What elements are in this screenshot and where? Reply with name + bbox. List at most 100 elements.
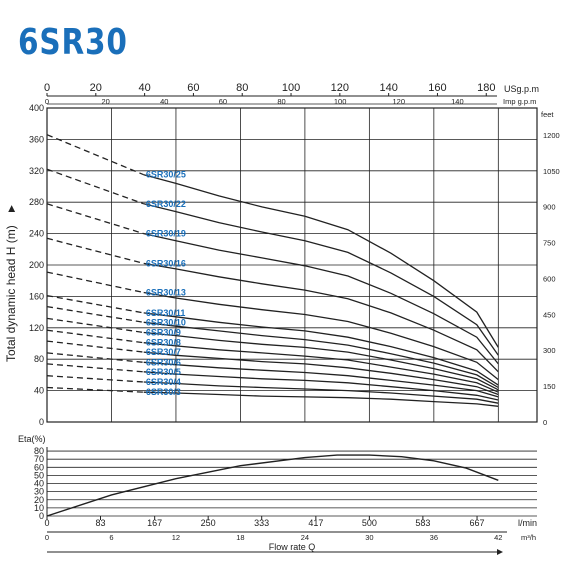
y-tick-label: 120 (29, 323, 44, 333)
head-curve-dashed-6SR30-22 (46, 168, 144, 205)
usgpm-tick-label: 140 (379, 82, 397, 94)
head-curves (46, 134, 499, 517)
x-axis-arrowhead (497, 549, 503, 555)
lmin-tick-label: 167 (147, 518, 162, 528)
curve-label: 6SR30/19 (146, 229, 186, 239)
curve-label: 6SR30/8 (146, 338, 181, 348)
feet-tick-label: 1050 (543, 167, 560, 176)
head-curve-6SR30-5 (143, 371, 499, 401)
head-curve-6SR30-9 (143, 331, 499, 391)
head-curve-6SR30-6 (143, 361, 499, 398)
lmin-tick-label: 333 (254, 518, 269, 528)
y-tick-label: 40 (34, 386, 44, 396)
head-curve-6SR30-4 (143, 381, 499, 404)
curve-label: 6SR30/4 (146, 377, 181, 387)
impgpm-tick-label: 140 (451, 97, 464, 106)
impgpm-tick-label: 0 (45, 97, 49, 106)
curve-label: 6SR30/3 (146, 387, 181, 397)
eta-tick-label: 70 (34, 454, 44, 464)
lmin-unit: l/min (518, 518, 537, 528)
curve-label: 6SR30/9 (146, 328, 181, 338)
lmin-tick-label: 250 (201, 518, 216, 528)
head-curve-6SR30-3 (143, 391, 499, 407)
m3h-unit: m³/h (521, 533, 536, 542)
y-tick-label: 0 (39, 417, 44, 427)
feet-unit: feet (541, 110, 554, 119)
head-curve-dashed-6SR30-6 (46, 352, 144, 363)
grid (46, 107, 538, 517)
head-curve-6SR30-7 (143, 351, 499, 396)
usgpm-tick-label: 40 (138, 82, 150, 94)
impgpm-tick-label: 40 (160, 97, 168, 106)
head-curve-dashed-6SR30-10 (46, 305, 144, 323)
usgpm-unit: USg.p.m (504, 84, 539, 94)
y-tick-label: 320 (29, 166, 44, 176)
feet-tick-label: 750 (543, 239, 556, 248)
usgpm-tick-label: 60 (187, 82, 199, 94)
axes: 0408012016020024028032036040001503004506… (4, 82, 560, 555)
m3h-tick-label: 24 (301, 533, 309, 542)
y-tick-label: 400 (29, 103, 44, 113)
impgpm-tick-label: 60 (219, 97, 227, 106)
feet-tick-label: 300 (543, 346, 556, 355)
y-tick-label: 240 (29, 229, 44, 239)
head-curve-dashed-6SR30-19 (46, 203, 144, 235)
head-curve-dashed-6SR30-5 (46, 363, 144, 373)
head-curve-dashed-6SR30-3 (46, 386, 144, 393)
head-curve-dashed-6SR30-9 (46, 317, 144, 334)
lmin-tick-label: 83 (96, 518, 106, 528)
impgpm-tick-label: 120 (393, 97, 406, 106)
eta-axis-title: Eta(%) (18, 434, 46, 444)
lmin-tick-label: 0 (44, 518, 49, 528)
m3h-tick-label: 30 (365, 533, 373, 542)
feet-tick-label: 600 (543, 274, 556, 283)
eta-tick-label: 0 (39, 511, 44, 521)
eta-tick-label: 50 (34, 470, 44, 480)
feet-tick-label: 450 (543, 310, 556, 319)
eta-tick-label: 80 (34, 446, 44, 456)
head-curve-6SR30-25 (143, 174, 499, 348)
head-curve-dashed-6SR30-7 (46, 340, 144, 353)
head-curve-6SR30-10 (143, 321, 499, 389)
eta-tick-label: 60 (34, 462, 44, 472)
feet-tick-label: 150 (543, 382, 556, 391)
curve-label: 6SR30/5 (146, 367, 181, 377)
curve-label: 6SR30/10 (146, 317, 186, 327)
impgpm-unit: Imp g.p.m (503, 97, 536, 106)
head-curve-dashed-6SR30-13 (46, 271, 144, 294)
head-curve-6SR30-22 (143, 203, 499, 356)
feet-tick-label: 1200 (543, 131, 560, 140)
impgpm-tick-label: 80 (277, 97, 285, 106)
m3h-tick-label: 6 (109, 533, 113, 542)
page-title: 6SR30 (18, 22, 128, 63)
curve-label: 6SR30/7 (146, 347, 181, 357)
head-curve-dashed-6SR30-11 (46, 294, 144, 314)
usgpm-tick-label: 120 (331, 82, 349, 94)
head-curve-6SR30-8 (143, 342, 499, 393)
head-curve-6SR30-13 (143, 291, 499, 381)
head-curve-dashed-6SR30-8 (46, 329, 144, 344)
y-tick-label: 80 (34, 354, 44, 364)
curve-label: 6SR30/16 (146, 258, 186, 268)
eta-tick-label: 20 (34, 495, 44, 505)
usgpm-tick-label: 20 (90, 82, 102, 94)
curve-label: 6SR30/6 (146, 357, 181, 367)
m3h-tick-label: 0 (45, 533, 49, 542)
y-axis-arrow: ▶ (6, 205, 16, 212)
eta-tick-label: 30 (34, 487, 44, 497)
curve-label: 6SR30/11 (146, 308, 186, 318)
m3h-tick-label: 18 (236, 533, 244, 542)
usgpm-tick-label: 160 (428, 82, 446, 94)
curve-label: 6SR30/22 (146, 199, 186, 209)
impgpm-tick-label: 100 (334, 97, 347, 106)
curve-label: 6SR30/13 (146, 287, 186, 297)
head-curve-6SR30-11 (143, 312, 499, 386)
y-tick-label: 280 (29, 197, 44, 207)
m3h-tick-label: 42 (494, 533, 502, 542)
eta-tick-label: 40 (34, 479, 44, 489)
efficiency-curve (46, 454, 499, 517)
lmin-tick-label: 500 (362, 518, 377, 528)
curve-labels: 6SR30/25 6SR30/22 6SR30/19 6SR30/16 6SR30/13… (146, 170, 186, 397)
lmin-tick-label: 417 (308, 518, 323, 528)
impgpm-tick-label: 20 (101, 97, 109, 106)
